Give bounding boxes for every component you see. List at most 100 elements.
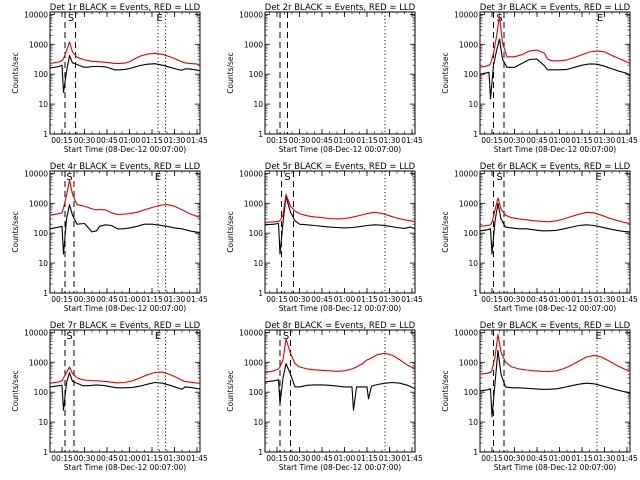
y-tick-label: 1000 <box>29 199 48 208</box>
x-tick-label: 00:45 <box>311 295 333 304</box>
x-tick-label: 00:15 <box>51 454 73 463</box>
x-tick-label: 01:45 <box>186 136 208 145</box>
y-tick-label: 100 <box>464 388 479 397</box>
series-line-lld <box>479 333 631 375</box>
plot-frame <box>49 11 201 135</box>
y-tick-label: 10000 <box>454 328 478 337</box>
y-tick-label: 1 <box>43 448 48 457</box>
y-tick-label: 1 <box>43 130 48 139</box>
x-tick-label: 01:45 <box>616 454 638 463</box>
chart-panel-6: Det 6r BLACK = Events, RED = LLD 1 10 100 10… <box>441 162 638 313</box>
series-line-events <box>49 204 201 255</box>
x-axis-label: Start Time (08-Dec-12 00:07:00) <box>279 304 401 313</box>
marker-e: E <box>155 172 161 183</box>
series-line-lld <box>49 179 201 218</box>
x-tick-label: 01:00 <box>334 454 356 463</box>
y-tick-label: 1000 <box>459 199 478 208</box>
x-tick-label: 01:30 <box>164 295 186 304</box>
x-axis-label: Start Time (08-Dec-12 00:07:00) <box>279 145 401 154</box>
series-line-lld <box>479 15 631 68</box>
x-tick-label: 00:45 <box>526 295 548 304</box>
marker-s: S <box>66 331 72 342</box>
x-tick-label: 00:30 <box>74 136 96 145</box>
x-tick-label: 00:30 <box>289 136 311 145</box>
x-tick-label: 00:30 <box>504 136 526 145</box>
x-tick-label: 00:30 <box>74 454 96 463</box>
x-tick-label: 01:30 <box>594 136 616 145</box>
x-tick-label: 01:15 <box>141 295 163 304</box>
x-tick-label: 00:30 <box>504 295 526 304</box>
chart-title: Det 4r BLACK = Events, RED = LLD <box>50 162 201 172</box>
chart-title: Det 9r BLACK = Events, RED = LLD <box>480 321 631 331</box>
y-tick-label: 10000 <box>454 169 478 178</box>
x-tick-label: 01:15 <box>571 295 593 304</box>
x-tick-label: 00:45 <box>96 454 118 463</box>
chart-title: Det 8r BLACK = Events, RED = LLD <box>265 321 416 331</box>
x-tick-label: 01:00 <box>549 454 571 463</box>
y-tick-label: 100 <box>249 388 264 397</box>
chart-panel-9: Det 9r BLACK = Events, RED = LLD 1 10 100 10… <box>441 321 638 472</box>
y-tick-label: 10 <box>468 418 478 427</box>
marker-s: S <box>283 331 289 342</box>
x-tick-label: 01:30 <box>379 454 401 463</box>
x-tick-label: 01:15 <box>356 454 378 463</box>
x-tick-label: 00:15 <box>481 454 503 463</box>
chart-panel-5: Det 5r BLACK = Events, RED = LLD 1 10 100 10… <box>226 162 423 313</box>
y-tick-label: 10 <box>253 100 263 109</box>
y-tick-label: 1000 <box>29 40 48 49</box>
x-tick-label: 01:45 <box>186 454 208 463</box>
x-tick-label: 00:45 <box>311 136 333 145</box>
x-tick-label: 00:15 <box>266 136 288 145</box>
x-tick-label: 01:15 <box>571 136 593 145</box>
chart-panel-3: Det 3r BLACK = Events, RED = LLD 1 10 100 10… <box>441 3 638 154</box>
plot-frame <box>264 11 416 135</box>
x-tick-label: 01:45 <box>616 136 638 145</box>
x-tick-label: 01:45 <box>616 295 638 304</box>
x-tick-label: 01:00 <box>119 454 141 463</box>
y-tick-label: 1 <box>258 130 263 139</box>
y-tick-label: 1000 <box>459 358 478 367</box>
marker-s: S <box>496 172 502 183</box>
chart-title: Det 6r BLACK = Events, RED = LLD <box>480 162 631 172</box>
x-axis-label: Start Time (08-Dec-12 00:07:00) <box>64 145 186 154</box>
y-axis-label: Counts/sec <box>11 52 20 93</box>
x-tick-label: 01:30 <box>164 454 186 463</box>
y-tick-label: 1000 <box>29 358 48 367</box>
chart-panel-1: Det 1r BLACK = Events, RED = LLD 1 10 100 10… <box>11 3 208 154</box>
x-axis-label: Start Time (08-Dec-12 00:07:00) <box>64 304 186 313</box>
chart-title: Det 1r BLACK = Events, RED = LLD <box>50 3 201 13</box>
chart-title: Det 5r BLACK = Events, RED = LLD <box>265 162 416 172</box>
y-tick-label: 10 <box>253 259 263 268</box>
x-tick-label: 00:15 <box>266 295 288 304</box>
y-axis-label: Counts/sec <box>441 211 450 252</box>
x-tick-label: 01:00 <box>334 295 356 304</box>
series-line-lld <box>264 338 416 374</box>
series-line-events <box>479 202 631 255</box>
y-tick-label: 10 <box>253 418 263 427</box>
y-axis-label: Counts/sec <box>11 211 20 252</box>
marker-s: S <box>284 172 290 183</box>
y-tick-label: 100 <box>34 388 49 397</box>
x-tick-label: 01:15 <box>141 454 163 463</box>
x-tick-label: 01:45 <box>401 295 423 304</box>
x-tick-label: 01:15 <box>141 136 163 145</box>
x-tick-label: 01:30 <box>594 295 616 304</box>
y-tick-label: 10000 <box>239 10 263 19</box>
x-tick-label: 00:45 <box>526 136 548 145</box>
x-tick-label: 00:45 <box>96 295 118 304</box>
marker-s: S <box>66 172 72 183</box>
y-axis-label: Counts/sec <box>11 370 20 411</box>
marker-e: E <box>156 13 162 24</box>
plot-frame <box>479 329 631 453</box>
x-tick-label: 01:30 <box>594 454 616 463</box>
x-tick-label: 01:00 <box>549 295 571 304</box>
x-tick-label: 01:15 <box>571 454 593 463</box>
x-tick-label: 00:30 <box>504 454 526 463</box>
x-tick-label: 01:45 <box>401 136 423 145</box>
x-axis-label: Start Time (08-Dec-12 00:07:00) <box>494 145 616 154</box>
y-axis-label: Counts/sec <box>441 370 450 411</box>
y-tick-label: 100 <box>464 229 479 238</box>
y-tick-label: 10000 <box>24 328 48 337</box>
chart-title: Det 7r BLACK = Events, RED = LLD <box>50 321 201 331</box>
x-tick-label: 00:30 <box>289 295 311 304</box>
